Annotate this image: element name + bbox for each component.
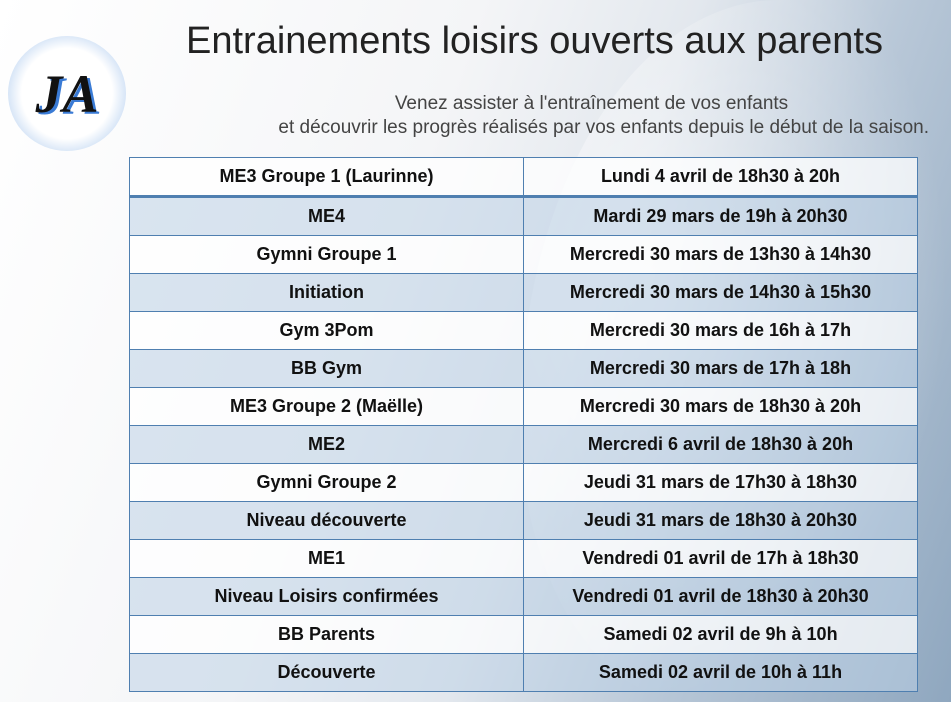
- table-row: ME2 Mercredi 6 avril de 18h30 à 20h: [129, 425, 918, 464]
- schedule-cell: Jeudi 31 mars de 18h30 à 20h30: [523, 501, 918, 540]
- group-cell: BB Gym: [129, 349, 524, 388]
- table-row: Gym 3Pom Mercredi 30 mars de 16h à 17h: [129, 311, 918, 350]
- schedule-cell: Mercredi 30 mars de 13h30 à 14h30: [523, 235, 918, 274]
- table-row: Niveau Loisirs confirmées Vendredi 01 avr…: [129, 577, 918, 616]
- club-logo: JA: [8, 36, 126, 151]
- schedule-table: ME3 Groupe 1 (Laurinne) Lundi 4 avril de …: [129, 157, 918, 692]
- table-row: Initiation Mercredi 30 mars de 14h30 à 15…: [129, 273, 918, 312]
- schedule-cell: Samedi 02 avril de 9h à 10h: [523, 615, 918, 654]
- subtitle-line-1: Venez assister à l'entraînement de vos e…: [394, 93, 789, 114]
- schedule-cell: Vendredi 01 avril de 17h à 18h30: [523, 539, 918, 578]
- group-cell: ME3 Groupe 1 (Laurinne): [129, 157, 524, 198]
- group-cell: Niveau Loisirs confirmées: [129, 577, 524, 616]
- table-row: Niveau découverte Jeudi 31 mars de 18h30 …: [129, 501, 918, 540]
- group-cell: ME4: [129, 196, 524, 236]
- group-cell: ME3 Groupe 2 (Maëlle): [129, 387, 524, 426]
- schedule-cell: Lundi 4 avril de 18h30 à 20h: [523, 157, 918, 198]
- table-row: ME3 Groupe 2 (Maëlle) Mercredi 30 mars de…: [129, 387, 918, 426]
- table-row: Gymni Groupe 2 Jeudi 31 mars de 17h30 à 1…: [129, 463, 918, 502]
- logo-monogram: JA: [35, 63, 99, 124]
- group-cell: Gymni Groupe 2: [129, 463, 524, 502]
- subtitle-line-2: et découvrir les progrès réalisés par vo…: [278, 117, 929, 138]
- schedule-cell: Mercredi 30 mars de 14h30 à 15h30: [523, 273, 918, 312]
- group-cell: Gymni Groupe 1: [129, 235, 524, 274]
- group-cell: ME1: [129, 539, 524, 578]
- schedule-cell: Mardi 29 mars de 19h à 20h30: [523, 196, 918, 236]
- group-cell: Niveau découverte: [129, 501, 524, 540]
- group-cell: ME2: [129, 425, 524, 464]
- table-row: Découverte Samedi 02 avril de 10h à 11h: [129, 653, 918, 692]
- table-row: ME3 Groupe 1 (Laurinne) Lundi 4 avril de …: [129, 157, 918, 198]
- table-row: Gymni Groupe 1 Mercredi 30 mars de 13h30 …: [129, 235, 918, 274]
- group-cell: BB Parents: [129, 615, 524, 654]
- schedule-cell: Mercredi 30 mars de 16h à 17h: [523, 311, 918, 350]
- table-row: BB Parents Samedi 02 avril de 9h à 10h: [129, 615, 918, 654]
- page-title: Entrainements loisirs ouverts aux parent…: [186, 20, 883, 62]
- schedule-cell: Samedi 02 avril de 10h à 11h: [523, 653, 918, 692]
- group-cell: Initiation: [129, 273, 524, 312]
- table-row: BB Gym Mercredi 30 mars de 17h à 18h: [129, 349, 918, 388]
- subtitle: Venez assister à l'entraînement de vos e…: [134, 92, 929, 140]
- schedule-cell: Mercredi 30 mars de 18h30 à 20h: [523, 387, 918, 426]
- schedule-cell: Vendredi 01 avril de 18h30 à 20h30: [523, 577, 918, 616]
- schedule-cell: Mercredi 6 avril de 18h30 à 20h: [523, 425, 918, 464]
- table-row: ME1 Vendredi 01 avril de 17h à 18h30: [129, 539, 918, 578]
- group-cell: Découverte: [129, 653, 524, 692]
- group-cell: Gym 3Pom: [129, 311, 524, 350]
- table-row: ME4 Mardi 29 mars de 19h à 20h30: [129, 196, 918, 236]
- schedule-cell: Jeudi 31 mars de 17h30 à 18h30: [523, 463, 918, 502]
- schedule-cell: Mercredi 30 mars de 17h à 18h: [523, 349, 918, 388]
